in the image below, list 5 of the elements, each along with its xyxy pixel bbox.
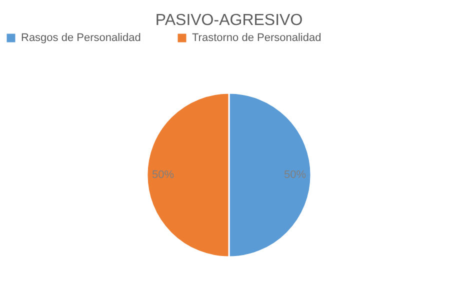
data-label: 50%: [284, 169, 306, 181]
legend-label: Rasgos de Personalidad: [21, 32, 141, 44]
data-label: 50%: [152, 169, 174, 181]
legend-label: Trastorno de Personalidad: [192, 32, 322, 44]
chart-title: PASIVO-AGRESIVO: [155, 12, 303, 29]
